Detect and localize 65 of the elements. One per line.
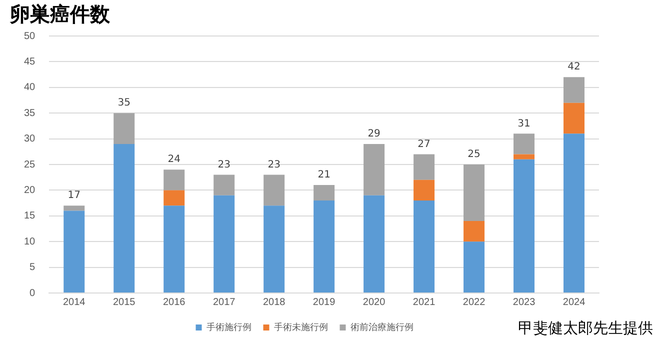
total-label: 25	[468, 149, 480, 160]
total-label: 42	[568, 62, 580, 73]
x-tick-label: 2023	[512, 296, 536, 308]
y-tick-label: 40	[24, 82, 36, 94]
x-tick-label: 2021	[412, 296, 436, 308]
bar	[364, 195, 385, 292]
bar	[214, 195, 235, 292]
y-tick-label: 0	[30, 288, 36, 299]
y-tick-label: 25	[24, 159, 36, 170]
bar	[114, 113, 135, 144]
total-label: 23	[268, 159, 280, 170]
bar	[114, 144, 135, 292]
x-tick-label: 2019	[312, 296, 336, 308]
y-tick-label: 30	[24, 134, 36, 145]
legend-label: 手術施行例	[206, 322, 252, 332]
bar	[264, 206, 285, 292]
bar	[414, 180, 435, 200]
bar	[464, 221, 485, 242]
bar	[564, 102, 585, 134]
bar	[164, 170, 185, 190]
bar	[564, 134, 585, 292]
y-tick-label: 10	[24, 236, 36, 248]
x-tick-label: 2014	[62, 296, 86, 308]
chart-title: 卵巣癌件数	[9, 2, 111, 26]
bar	[464, 164, 485, 222]
bar	[164, 190, 185, 206]
bar	[414, 200, 435, 292]
x-tick-label: 2020	[362, 296, 386, 308]
x-tick-label: 2024	[562, 296, 586, 308]
y-tick-label: 20	[24, 184, 36, 196]
total-label: 27	[418, 138, 430, 150]
y-tick-label: 35	[24, 108, 36, 119]
total-label: 21	[318, 170, 330, 181]
x-tick-label: 2015	[112, 296, 136, 308]
bar	[214, 174, 235, 196]
bar	[564, 77, 585, 103]
x-tick-label: 2017	[212, 296, 236, 308]
x-tick-label: 2018	[262, 296, 286, 308]
x-tick-label: 2022	[462, 296, 486, 308]
bar	[164, 206, 185, 292]
total-label: 23	[218, 159, 230, 170]
bar	[314, 200, 335, 292]
y-tick-label: 50	[24, 30, 36, 42]
bar	[64, 210, 85, 292]
bar	[364, 144, 385, 196]
bar	[464, 242, 485, 292]
bar	[514, 134, 535, 154]
total-label: 24	[168, 154, 180, 166]
x-tick-label: 2016	[162, 296, 186, 308]
total-label: 31	[518, 118, 530, 130]
bar	[414, 154, 435, 180]
bar	[514, 159, 535, 292]
y-tick-label: 45	[24, 56, 36, 68]
total-label: 35	[118, 98, 130, 109]
total-label: 29	[368, 128, 380, 140]
bar	[264, 174, 285, 206]
y-tick-label: 15	[24, 210, 36, 222]
bar	[314, 185, 335, 200]
total-label: 17	[68, 190, 80, 202]
text: 甲斐健太郎先生提供	[518, 319, 653, 338]
legend-label: 手術未施行例	[274, 322, 328, 332]
legend-label: 術前治療施行例	[350, 322, 414, 332]
y-tick-label: 5	[30, 262, 36, 274]
bar	[64, 206, 85, 211]
bar	[514, 154, 535, 160]
